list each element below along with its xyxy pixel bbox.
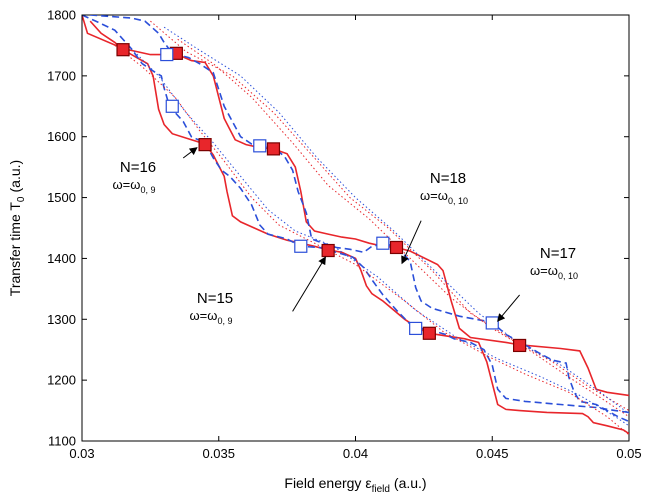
x-tick-label: 0.045 — [476, 446, 509, 461]
x-tick-label: 0.035 — [202, 446, 235, 461]
series-line-blue-dot-7 — [163, 26, 629, 415]
y-tick-label: 1500 — [47, 190, 76, 205]
blue-open-square-marker — [253, 139, 267, 153]
annotation-label: N=17ω=ω0, 10 — [497, 245, 578, 322]
x-axis-label-main: Field energy ε — [284, 475, 371, 491]
x-axis-label: Field energy εfield (a.u.) — [284, 475, 426, 495]
series-line-red-dot-6 — [114, 45, 629, 436]
annotation-omega-main: ω=ω — [190, 308, 218, 323]
annotation-omega-label: ω=ω0, 10 — [420, 188, 468, 206]
series-line-red-dot-5 — [177, 38, 629, 418]
red-square-marker — [198, 138, 212, 152]
annotation-n-label: N=18 — [430, 170, 466, 187]
y-tick-label: 1600 — [47, 129, 76, 144]
red-square-marker — [321, 243, 335, 258]
tick-layer: 0.03 0.035 0.04 0.045 0.05 1100 1200 1300 1400 15… — [47, 8, 642, 462]
annotation-arrow — [292, 256, 326, 312]
red-square-marker — [116, 43, 130, 57]
blue-open-square-marker — [409, 321, 423, 336]
plot-area: 0.03 0.035 0.04 0.045 0.05 1100 1200 1300 1400 15… — [47, 8, 642, 462]
x-tick-label: 0.03 — [69, 446, 94, 461]
marker-layer — [116, 43, 527, 353]
annotation-omega-label: ω=ω0, 9 — [190, 308, 233, 326]
y-tick-label: 1300 — [47, 312, 76, 327]
x-axis-label-sub: field — [372, 484, 390, 495]
annotation-label: N=18ω=ω0, 10 — [401, 170, 468, 265]
red-square-marker — [422, 326, 436, 340]
y-tick-label: 1400 — [47, 251, 76, 266]
annotation-omega-label: ω=ω0, 9 — [113, 177, 156, 195]
annotation-n-label: N=16 — [120, 159, 156, 176]
blue-open-square-marker — [485, 316, 499, 330]
annotation-arrow — [182, 147, 198, 159]
y-tick-label: 1800 — [47, 8, 76, 23]
blue-open-square-marker — [376, 236, 390, 250]
x-axis-label-unit: (a.u.) — [394, 475, 427, 491]
annotation-n-label: N=17 — [540, 245, 576, 262]
series-line-blue-dash-2 — [90, 15, 629, 423]
annotation-n-label: N=15 — [197, 290, 233, 307]
annotation-omega-label: ω=ω0, 10 — [530, 263, 578, 281]
annotation-label: N=15ω=ω0, 9 — [190, 256, 326, 326]
y-axis-label-main: Transfer time T — [7, 202, 23, 297]
annotation-label: N=16ω=ω0, 9 — [113, 147, 198, 195]
x-tick-label: 0.04 — [343, 446, 368, 461]
plot-frame — [81, 14, 630, 442]
y-axis-label: Transfer time T0 (a.u.) — [7, 160, 27, 296]
red-square-marker — [512, 338, 527, 353]
y-tick-label: 1100 — [48, 434, 76, 449]
red-square-marker — [389, 240, 404, 255]
annotation-omega-main: ω=ω — [420, 188, 448, 203]
annotation-arrow — [497, 294, 520, 322]
blue-open-square-marker — [165, 99, 179, 113]
y-tick-label: 1200 — [47, 373, 76, 388]
y-tick-label: 1700 — [47, 68, 76, 83]
x-tick-label: 0.05 — [616, 446, 641, 461]
y-axis-label-sub: 0 — [16, 196, 27, 202]
annotation-layer: N=16ω=ω0, 9N=15ω=ω0, 9N=18ω=ω0, 10N=17ω=… — [113, 147, 578, 326]
annotation-omega-sub: 0, 10 — [448, 196, 468, 206]
annotation-omega-main: ω=ω — [113, 177, 141, 192]
annotation-omega-sub: 0, 10 — [558, 271, 578, 281]
y-axis-label-unit: (a.u.) — [7, 160, 23, 193]
annotation-omega-sub: 0, 9 — [140, 185, 155, 195]
blue-open-square-marker — [294, 239, 308, 253]
annotation-omega-sub: 0, 9 — [217, 316, 232, 326]
annotation-arrow — [401, 220, 422, 265]
blue-open-square-marker — [160, 47, 174, 62]
series-line-blue-dot-8 — [130, 48, 629, 427]
red-square-marker — [266, 142, 281, 156]
annotation-omega-main: ω=ω — [530, 263, 558, 278]
